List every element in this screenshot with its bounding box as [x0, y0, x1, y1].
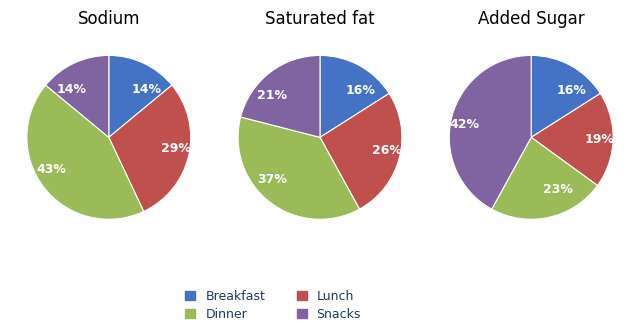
Text: 26%: 26%	[372, 144, 401, 157]
Text: 43%: 43%	[37, 164, 67, 177]
Text: 21%: 21%	[257, 89, 287, 102]
Wedge shape	[109, 85, 191, 212]
Text: 29%: 29%	[161, 143, 191, 155]
Text: 14%: 14%	[131, 83, 161, 96]
Text: 16%: 16%	[557, 84, 587, 97]
Legend: Breakfast, Dinner, Lunch, Snacks: Breakfast, Dinner, Lunch, Snacks	[186, 290, 361, 321]
Wedge shape	[27, 85, 143, 219]
Wedge shape	[492, 137, 598, 219]
Title: Sodium: Sodium	[77, 10, 140, 28]
Text: 16%: 16%	[346, 84, 376, 97]
Text: 23%: 23%	[543, 183, 573, 196]
Wedge shape	[531, 55, 600, 137]
Title: Added Sugar: Added Sugar	[478, 10, 584, 28]
Wedge shape	[449, 55, 531, 209]
Wedge shape	[241, 55, 320, 137]
Wedge shape	[45, 55, 109, 137]
Wedge shape	[109, 55, 172, 137]
Wedge shape	[531, 94, 613, 185]
Text: 19%: 19%	[584, 132, 614, 146]
Text: 42%: 42%	[450, 118, 479, 130]
Wedge shape	[238, 117, 360, 219]
Text: 37%: 37%	[257, 173, 287, 186]
Wedge shape	[320, 55, 389, 137]
Text: 14%: 14%	[56, 83, 86, 96]
Title: Saturated fat: Saturated fat	[265, 10, 375, 28]
Wedge shape	[320, 94, 402, 209]
